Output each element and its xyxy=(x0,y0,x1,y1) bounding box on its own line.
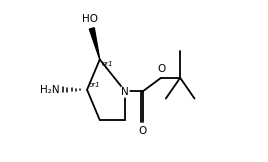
Text: or1: or1 xyxy=(102,61,113,67)
Text: or1: or1 xyxy=(89,82,101,88)
Text: O: O xyxy=(139,126,147,136)
Polygon shape xyxy=(89,28,100,59)
Text: H₂N: H₂N xyxy=(40,85,60,95)
Text: N: N xyxy=(121,87,129,97)
Text: HO: HO xyxy=(82,14,98,24)
Text: O: O xyxy=(157,64,165,74)
